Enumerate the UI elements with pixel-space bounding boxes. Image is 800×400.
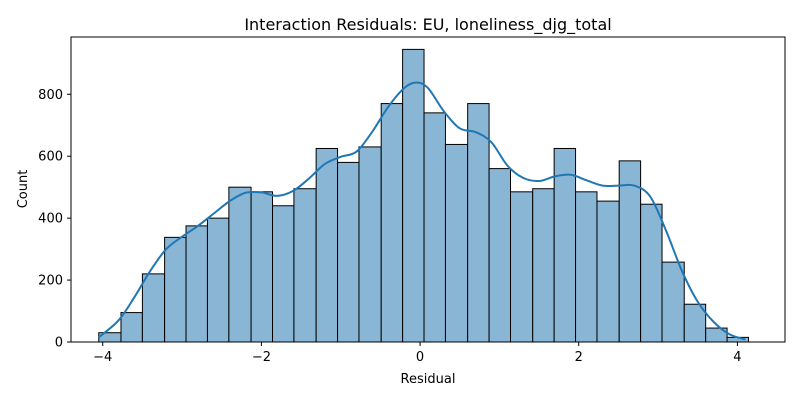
histogram-bar — [553, 147, 577, 343]
histogram-bar — [640, 203, 663, 343]
histogram-bar — [575, 191, 598, 343]
y-tick-label: 800 — [38, 88, 63, 103]
histogram-bar — [596, 200, 620, 343]
x-tick-label: 0 — [416, 350, 424, 365]
x-tick-label: −4 — [93, 350, 112, 365]
histogram-bar — [337, 161, 360, 343]
histogram-bar — [141, 273, 166, 343]
histogram-bar — [402, 48, 425, 343]
histogram-bar — [510, 191, 534, 343]
y-tick-label: 200 — [38, 274, 63, 289]
histogram-bar — [228, 186, 252, 343]
histogram-bar — [206, 217, 230, 343]
histogram-bar — [661, 261, 685, 343]
kde-curve — [98, 81, 746, 341]
x-tick-label: 4 — [733, 350, 741, 365]
histogram-bar — [423, 112, 446, 343]
histogram-bar — [120, 312, 143, 343]
histogram-bar — [293, 188, 317, 343]
histogram-bar — [532, 188, 555, 343]
histogram-bar — [444, 143, 469, 343]
histogram-bars — [98, 48, 750, 343]
histogram-bar — [467, 103, 490, 343]
histogram-bar — [272, 205, 295, 343]
y-tick-label: 400 — [38, 212, 63, 227]
x-axis-label: Residual — [401, 372, 456, 387]
histogram-bar — [250, 191, 274, 343]
y-axis-label: Count — [16, 170, 31, 209]
x-tick-label: 2 — [575, 350, 583, 365]
histogram-bar — [164, 236, 187, 343]
histogram-bar — [380, 103, 404, 343]
histogram-bar — [315, 147, 339, 343]
histogram-bar — [358, 146, 382, 343]
x-tick-label: −2 — [252, 350, 271, 365]
chart-title: Interaction Residuals: EU, loneliness_dj… — [244, 15, 611, 35]
histogram-bar — [185, 225, 208, 343]
y-tick-label: 600 — [38, 150, 63, 165]
y-tick-label: 0 — [55, 336, 63, 351]
histogram-bar — [618, 160, 642, 343]
histogram-bar — [488, 168, 512, 343]
axes: −4 −2 0 2 4 0 200 400 600 800 — [38, 36, 786, 365]
plot-frame — [70, 36, 786, 343]
